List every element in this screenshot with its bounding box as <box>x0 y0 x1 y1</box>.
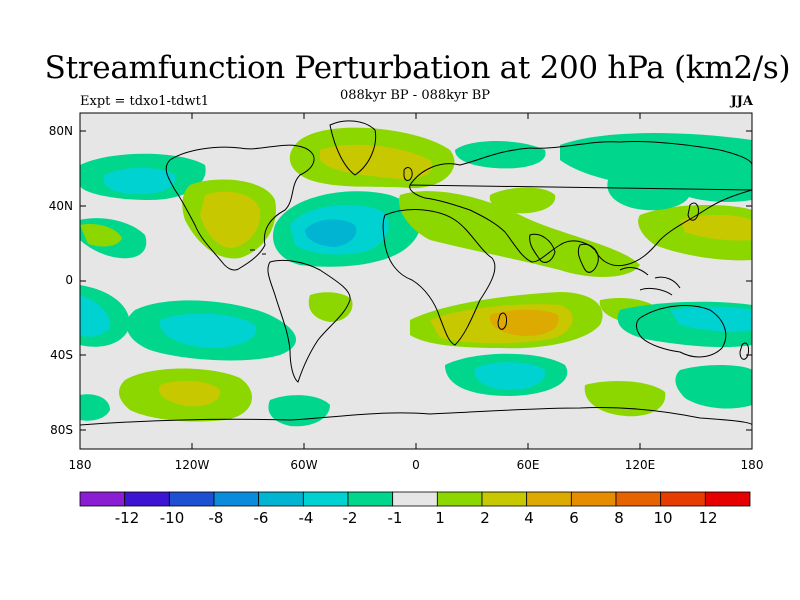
colorbar-label: 2 <box>480 509 490 527</box>
colorbar-swatch <box>124 491 170 507</box>
colorbar-swatch <box>526 491 572 507</box>
colorbar-swatch <box>168 491 215 507</box>
streamfunction-field <box>80 127 752 427</box>
colorbar-label: -10 <box>159 509 185 527</box>
colorbar-swatch <box>704 491 751 507</box>
colorbar-label: -4 <box>298 509 314 527</box>
colorbar-swatch <box>436 491 483 507</box>
period-label: 088kyr BP - 088kyr BP <box>339 88 491 103</box>
colorbar-label: 12 <box>698 509 718 527</box>
colorbar-label: 8 <box>614 509 624 527</box>
colorbar-label: -1 <box>387 509 403 527</box>
y-tick-0: 0 <box>65 273 73 287</box>
y-tick-80s: 80S <box>50 423 73 437</box>
chart-title: Streamfunction Perturbation at 200 hPa (… <box>44 50 791 86</box>
x-tick-60e: 60E <box>516 458 540 472</box>
colorbar-label: 1 <box>435 509 445 527</box>
colorbar-swatch <box>258 491 304 507</box>
colorbar-label: 6 <box>569 509 579 527</box>
colorbar-label: 10 <box>653 509 673 527</box>
colorbar-swatch <box>481 491 528 507</box>
y-tick-40n: 40N <box>48 199 73 213</box>
colorbar-label: -8 <box>208 509 224 527</box>
y-tick-80n: 80N <box>48 124 73 138</box>
y-tick-40s: 40S <box>50 348 73 362</box>
region-eurasia-positive <box>399 191 640 277</box>
colorbar-swatch <box>570 491 617 507</box>
x-tick-120e: 120E <box>624 458 656 472</box>
season-label: JJA <box>730 94 753 109</box>
colorbar-swatch <box>302 491 349 507</box>
colorbar-swatch <box>615 491 662 507</box>
colorbar-label: -2 <box>342 509 358 527</box>
region-north-pacific-negative <box>560 133 752 202</box>
colorbar-swatch <box>392 491 438 507</box>
x-tick-180w: 180 <box>68 458 92 472</box>
colorbar-swatch <box>213 491 260 507</box>
x-tick-marks <box>79 113 753 449</box>
x-tick-60w: 60W <box>290 458 318 472</box>
x-tick-180e: 180 <box>740 458 764 472</box>
colorbar-swatch <box>660 491 706 507</box>
experiment-label: Expt = tdxo1-tdwt1 <box>80 94 210 109</box>
x-tick-0: 0 <box>412 458 420 472</box>
colorbar-swatch <box>347 491 394 507</box>
colorbar-label: -6 <box>253 509 269 527</box>
colorbar-label: -12 <box>114 509 140 527</box>
colorbar-swatch <box>79 491 126 507</box>
colorbar-label: 4 <box>524 509 534 527</box>
x-tick-120w: 120W <box>174 458 210 472</box>
colorbar <box>79 491 751 507</box>
y-tick-marks <box>80 130 752 431</box>
